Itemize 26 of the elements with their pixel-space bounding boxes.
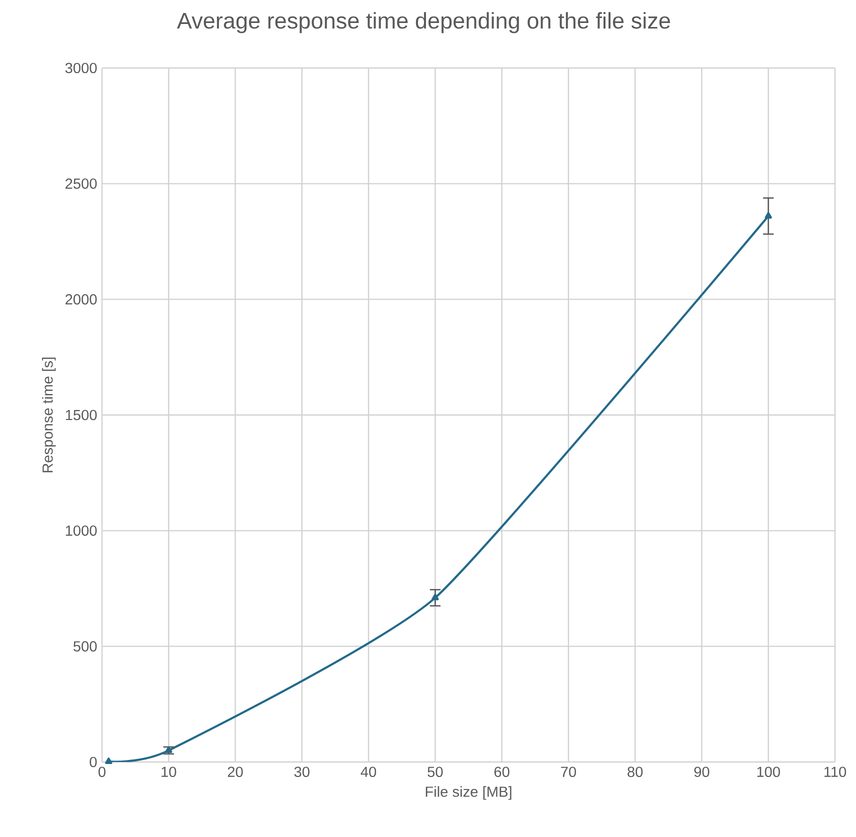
x-tick-label: 100 — [757, 766, 780, 778]
x-tick-label: 40 — [360, 766, 376, 778]
x-tick-label: 110 — [824, 766, 846, 778]
x-tick-label: 20 — [228, 766, 243, 778]
x-tick-label: 80 — [628, 766, 643, 778]
x-axis-title: File size [MB] — [426, 786, 512, 800]
y-tick-label: 2000 — [66, 294, 97, 305]
y-tick-label: 1000 — [66, 526, 97, 536]
y-tick-label: 1500 — [66, 410, 97, 420]
point — [165, 746, 172, 753]
x-tick-label: 50 — [428, 766, 443, 778]
y-tick-label: 500 — [74, 641, 97, 652]
y-axis-title: Response time [s] — [42, 358, 56, 472]
point — [432, 594, 439, 600]
chart-title: Average response time depending on the file size — [176, 12, 670, 34]
x-tick-label: 0 — [98, 766, 106, 778]
point — [105, 758, 112, 764]
y-tick-label: 3000 — [65, 62, 97, 74]
x-tick-label: 70 — [561, 766, 576, 778]
x-tick-label: 90 — [694, 766, 710, 778]
x-tick-label: 30 — [294, 766, 310, 778]
x-tick-label: 60 — [494, 766, 510, 778]
y-tick-label: 0 — [90, 756, 97, 768]
x-tick-label: 10 — [162, 766, 176, 778]
point — [764, 212, 772, 219]
y-tick-label: 2500 — [66, 178, 97, 189]
